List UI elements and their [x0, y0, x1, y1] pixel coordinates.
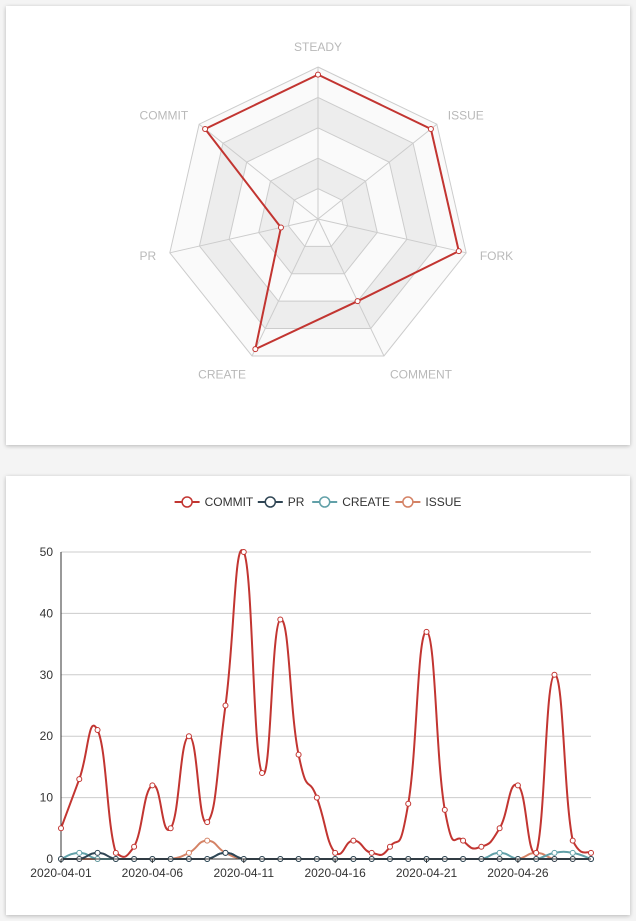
y-tick-label: 20: [40, 729, 54, 743]
data-point-issue[interactable]: [185, 849, 192, 856]
series-pr: [58, 849, 594, 862]
y-gridlines: 0 10 20 30 40 50: [40, 545, 591, 866]
radar-indicator-label: COMMIT: [140, 109, 189, 123]
y-tick-label: 40: [40, 606, 54, 620]
radar-indicator-labels: STEADY ISSUE FORK COMMENT CREATE PR COMMIT: [139, 40, 513, 382]
data-point-commit[interactable]: [441, 806, 448, 813]
legend-label: CREATE: [342, 495, 390, 509]
radar-point[interactable]: [202, 125, 209, 132]
radar-indicator-label: COMMENT: [390, 368, 453, 382]
y-tick-label: 50: [40, 545, 54, 559]
radar-axis-line: [169, 218, 319, 254]
x-tick-label: 2020-04-06: [122, 866, 184, 880]
radar-axis-line: [198, 123, 319, 220]
radar-chart: STEADY ISSUE FORK COMMENT CREATE PR COMMIT: [139, 40, 513, 382]
data-point-commit[interactable]: [76, 776, 83, 783]
data-point-commit[interactable]: [149, 782, 156, 789]
radar-axis-line: [317, 123, 438, 220]
data-point-commit[interactable]: [112, 849, 119, 856]
line-chart: 0 10 20 30 40 50 2020-04-01 2020-04-06 2020-04-1…: [30, 495, 594, 880]
radar-axis-line: [317, 218, 467, 254]
radar-indicator-label: FORK: [480, 249, 513, 263]
series-line-create: [60, 850, 592, 860]
data-point-commit[interactable]: [259, 770, 266, 777]
data-point-commit[interactable]: [167, 825, 174, 832]
data-point-commit[interactable]: [350, 837, 357, 844]
y-tick-label: 0: [46, 852, 53, 866]
data-point-commit[interactable]: [533, 849, 540, 856]
radar-point[interactable]: [277, 224, 284, 231]
legend-item-create[interactable]: CREATE: [312, 495, 390, 509]
series-commit: [58, 549, 594, 858]
data-point-commit[interactable]: [551, 671, 558, 678]
radar-indicator-label: STEADY: [294, 40, 342, 54]
data-point-commit[interactable]: [569, 837, 576, 844]
data-point-commit[interactable]: [185, 733, 192, 740]
legend-circle-icon: [264, 496, 277, 508]
legend-circle-icon: [318, 496, 331, 508]
data-point-commit[interactable]: [588, 849, 594, 856]
y-tick-label: 30: [40, 668, 54, 682]
y-tick-label: 10: [40, 791, 54, 805]
data-point-commit[interactable]: [94, 727, 101, 734]
data-point-pr[interactable]: [222, 849, 229, 856]
x-tick-labels: 2020-04-01 2020-04-06 2020-04-11 2020-04-16…: [30, 859, 549, 880]
x-tick-label: 2020-04-16: [304, 866, 366, 880]
legend-item-pr[interactable]: PR: [257, 495, 305, 509]
x-tick-label: 2020-04-21: [396, 866, 458, 880]
legend-item-issue[interactable]: ISSUE: [395, 495, 461, 509]
radar-point[interactable]: [354, 298, 361, 305]
radar-point[interactable]: [315, 71, 321, 78]
radar-axes: [169, 67, 467, 357]
radar-point[interactable]: [252, 346, 259, 353]
data-point-commit[interactable]: [277, 616, 284, 623]
data-point-commit[interactable]: [222, 702, 229, 709]
data-point-issue[interactable]: [204, 837, 211, 844]
data-point-commit[interactable]: [496, 825, 503, 832]
radar-point[interactable]: [427, 125, 434, 132]
legend-circle-icon: [402, 496, 414, 508]
data-point-commit[interactable]: [240, 549, 247, 555]
legend-label: COMMIT: [205, 495, 254, 509]
data-point-commit[interactable]: [58, 825, 64, 832]
radar-indicator-label: PR: [139, 249, 156, 263]
data-point-commit[interactable]: [460, 837, 467, 844]
data-point-create[interactable]: [496, 849, 503, 856]
data-point-commit[interactable]: [478, 843, 485, 850]
data-point-pr[interactable]: [94, 849, 101, 856]
data-point-commit[interactable]: [386, 843, 393, 850]
radar-chart-card: STEADY ISSUE FORK COMMENT CREATE PR COMMIT: [6, 6, 630, 445]
legend-label: PR: [288, 495, 305, 509]
radar-axis-line: [317, 218, 385, 357]
radar-series-line: [203, 73, 460, 351]
data-point-commit[interactable]: [204, 819, 211, 826]
legend-item-commit[interactable]: COMMIT: [174, 495, 254, 509]
data-point-commit[interactable]: [514, 782, 521, 789]
series-line-commit: [60, 549, 592, 858]
data-point-commit[interactable]: [368, 849, 375, 856]
radar-indicator-label: ISSUE: [448, 109, 484, 123]
line-chart-card: 0 10 20 30 40 50 2020-04-01 2020-04-06 2020-04-1…: [6, 476, 630, 915]
data-point-commit[interactable]: [423, 628, 430, 635]
radar-axis-line: [251, 218, 319, 357]
radar-point[interactable]: [455, 248, 462, 255]
chart-legend: COMMIT PR CREATE ISSUE: [174, 495, 461, 509]
data-point-commit[interactable]: [295, 751, 302, 758]
data-point-commit[interactable]: [332, 849, 339, 856]
x-tick-label: 2020-04-01: [30, 866, 92, 880]
legend-circle-icon: [181, 496, 193, 508]
legend-label: ISSUE: [425, 495, 461, 509]
data-point-create[interactable]: [569, 849, 576, 856]
radar-indicator-label: CREATE: [198, 368, 246, 382]
data-point-create[interactable]: [76, 849, 83, 856]
x-tick-label: 2020-04-26: [487, 866, 549, 880]
data-point-commit[interactable]: [405, 800, 412, 807]
data-point-create[interactable]: [551, 849, 558, 856]
data-point-commit[interactable]: [313, 794, 320, 801]
x-tick-label: 2020-04-11: [214, 866, 275, 880]
data-point-commit[interactable]: [131, 843, 138, 850]
